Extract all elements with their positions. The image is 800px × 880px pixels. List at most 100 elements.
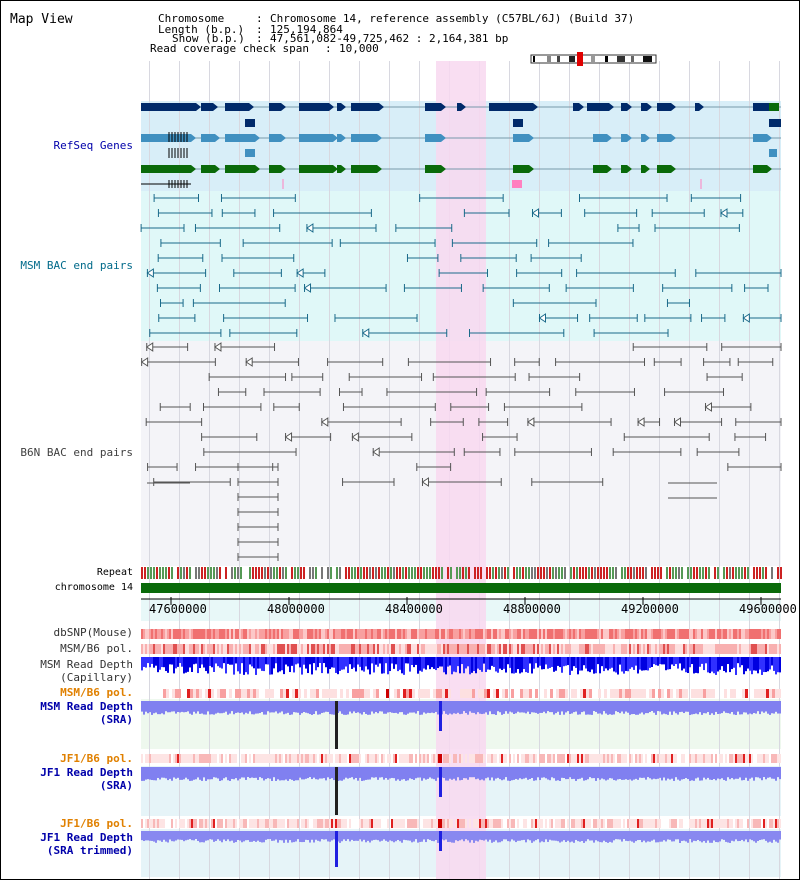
- depth-bar: [715, 701, 717, 712]
- pol-density: [243, 644, 245, 654]
- track-label-msm-b6-pol-2[interactable]: MSM/B6 pol.: [60, 686, 133, 699]
- gene-exon: [769, 103, 779, 111]
- depth-bar: [545, 767, 547, 779]
- snp-density: [265, 629, 267, 639]
- snp-density: [685, 629, 687, 639]
- depth-bar: [161, 831, 163, 842]
- pol-density: [217, 689, 220, 698]
- depth-bar: [219, 701, 221, 714]
- depth-bar: [411, 657, 413, 665]
- depth-bar: [489, 831, 491, 840]
- depth-bar: [185, 657, 187, 673]
- depth-bar: [481, 767, 483, 780]
- track-label-jf1-read-depth-sra[interactable]: JF1 Read Depth: [40, 766, 133, 779]
- pol-density: [491, 754, 493, 763]
- depth-bar: [463, 657, 465, 674]
- depth-spike: [439, 831, 442, 851]
- repeat-mark: [702, 567, 704, 579]
- pol-density: [237, 644, 239, 654]
- depth-bar: [197, 657, 199, 674]
- pol-density: [256, 689, 259, 698]
- snp-density: [433, 629, 435, 639]
- depth-bar: [517, 701, 519, 712]
- pol-density: [625, 644, 627, 654]
- highlight-region[interactable]: [436, 61, 486, 879]
- pol-density: [460, 689, 463, 698]
- depth-bar: [333, 657, 335, 668]
- track-label-b6n-bac[interactable]: B6N BAC end pairs: [20, 446, 133, 459]
- depth-bar: [633, 657, 635, 670]
- depth-bar: [631, 657, 633, 668]
- pol-density: [169, 644, 171, 654]
- pol-density: [415, 819, 417, 828]
- pol-density: [437, 644, 439, 654]
- pol-density: [693, 644, 695, 654]
- pol-density: [755, 819, 757, 828]
- track-label-msm-b6-pol[interactable]: MSM/B6 pol.: [60, 642, 133, 655]
- snp-density: [441, 629, 443, 639]
- depth-bar: [253, 831, 255, 841]
- depth-bar: [175, 701, 177, 714]
- msm-bac-pair-arrow: [146, 268, 154, 278]
- depth-bar: [151, 831, 153, 841]
- depth-bar: [573, 831, 575, 843]
- snp-density: [401, 629, 403, 639]
- track-label-refseq[interactable]: RefSeq Genes: [53, 139, 133, 152]
- track-label-jf1-b6-pol-2[interactable]: JF1/B6 pol.: [60, 817, 133, 830]
- depth-bar: [723, 657, 725, 671]
- pol-density: [281, 819, 283, 828]
- pol-density: [502, 689, 505, 698]
- pol-density: [172, 689, 175, 698]
- gene-exon: [351, 134, 377, 142]
- track-label-jf1-b6-pol[interactable]: JF1/B6 pol.: [60, 752, 133, 765]
- depth-bar: [405, 767, 407, 781]
- pol-density: [303, 754, 305, 763]
- depth-bar: [479, 767, 481, 781]
- depth-bar: [183, 767, 185, 780]
- depth-bar: [569, 831, 571, 843]
- depth-bar: [253, 767, 255, 778]
- snp-density: [329, 629, 331, 639]
- depth-bar: [149, 767, 151, 780]
- depth-bar: [667, 767, 669, 779]
- depth-bar: [263, 831, 265, 843]
- snp-density: [427, 629, 429, 639]
- track-label-dbsnp[interactable]: dbSNP(Mouse): [53, 626, 133, 639]
- snp-density: [399, 629, 401, 639]
- gene-exon: [299, 165, 333, 173]
- track-label-chromosome[interactable]: chromosome 14: [54, 582, 133, 593]
- pol-density: [418, 689, 421, 698]
- track-label-msm-read-depth-cap[interactable]: MSM Read Depth: [40, 658, 133, 671]
- track-label-repeat[interactable]: Repeat: [96, 567, 133, 578]
- pol-density: [399, 819, 401, 828]
- snp-density: [533, 629, 535, 639]
- pol-density: [253, 644, 255, 654]
- depth-bar: [665, 831, 667, 842]
- depth-bar: [477, 701, 479, 713]
- depth-bar: [511, 831, 513, 840]
- pol-density: [207, 819, 209, 828]
- snp-density: [763, 629, 765, 639]
- depth-bar: [193, 701, 195, 712]
- snp-density: [719, 629, 721, 639]
- pol-density: [285, 754, 287, 763]
- track-label-msm-read-depth-sra[interactable]: MSM Read Depth: [40, 700, 133, 713]
- track-label-jf1-read-depth-trim[interactable]: JF1 Read Depth: [40, 831, 133, 844]
- pol-density: [569, 644, 571, 654]
- depth-bar: [497, 767, 499, 778]
- depth-bar: [217, 831, 219, 840]
- depth-bar: [369, 767, 371, 780]
- pol-density: [244, 689, 247, 698]
- depth-bar: [513, 831, 515, 841]
- pol-density: [353, 754, 355, 763]
- pol-density: [563, 644, 565, 654]
- pol-density: [409, 689, 412, 698]
- depth-bar: [209, 767, 211, 780]
- track-label-msm-bac[interactable]: MSM BAC end pairs: [20, 259, 133, 272]
- depth-bar: [209, 831, 211, 840]
- depth-bar: [367, 657, 369, 670]
- pol-density: [589, 689, 592, 698]
- depth-bar: [391, 701, 393, 713]
- pol-density: [585, 754, 587, 763]
